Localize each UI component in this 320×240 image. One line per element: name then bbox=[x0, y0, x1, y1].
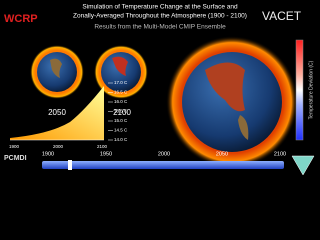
wcrp-logo: WCRP bbox=[4, 13, 38, 25]
temp-label: 15.5 C bbox=[114, 109, 128, 114]
colorbar-label: Temperature Deviation (C) bbox=[308, 60, 314, 119]
temp-label: 14.0 C bbox=[114, 137, 128, 142]
mini-year-label: 2100 bbox=[97, 144, 108, 149]
timeline-label: 2050 bbox=[216, 151, 228, 157]
globe-label: 2050 bbox=[48, 108, 66, 117]
mini-year-label: 1900 bbox=[9, 144, 20, 149]
vacet-logo: VACET bbox=[262, 9, 302, 23]
timeline-handle[interactable] bbox=[68, 160, 72, 170]
globe bbox=[30, 45, 84, 99]
pcmdi-logo: PCMDI bbox=[4, 155, 27, 162]
subtitle: Results from the Multi-Model CMIP Ensemb… bbox=[94, 24, 226, 31]
temp-label: 16.5 C bbox=[114, 90, 128, 95]
timeline-label: 2000 bbox=[158, 151, 170, 157]
logo-icon bbox=[291, 155, 315, 176]
colorbar bbox=[295, 39, 304, 141]
globe bbox=[94, 45, 148, 99]
mini-area-chart bbox=[10, 86, 104, 140]
globe-label: 2100 bbox=[113, 108, 131, 117]
timeline-label: 2100 bbox=[274, 151, 286, 157]
timeline-bar[interactable] bbox=[42, 161, 284, 169]
temp-label: 16.0 C bbox=[114, 99, 128, 104]
frame: WCRP Simulation of Temperature Change at… bbox=[4, 4, 315, 176]
mini-year-label: 2000 bbox=[53, 144, 64, 149]
title: Simulation of Temperature Change at the … bbox=[82, 4, 238, 11]
temp-label: 14.5 C bbox=[114, 128, 128, 133]
temp-label: 15.0 C bbox=[114, 118, 128, 123]
timeline-label: 1950 bbox=[100, 151, 112, 157]
timeline-label: 1900 bbox=[42, 151, 54, 157]
title: Zonally-Averaged Throughout the Atmosphe… bbox=[73, 13, 247, 20]
temp-label: 17.0 C bbox=[114, 80, 128, 85]
large-globe bbox=[166, 36, 298, 168]
